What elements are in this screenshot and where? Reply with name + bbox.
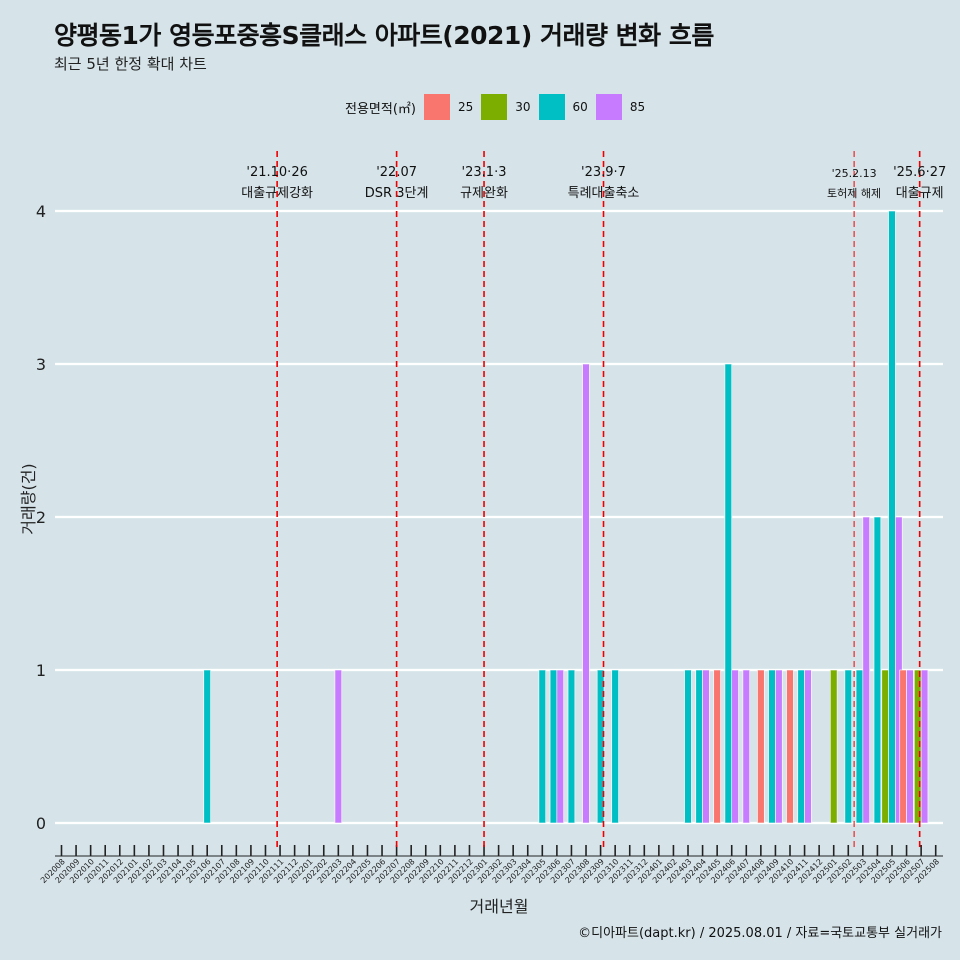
legend-item-85: 85 — [595, 94, 646, 120]
y-tick-label: 4 — [36, 202, 46, 221]
event-text-label-2: 규제완화 — [460, 186, 508, 201]
event-date-label-5: '25.6·27 — [893, 165, 946, 180]
bar-202411-85 — [804, 669, 812, 824]
bar-202306-60 — [549, 669, 558, 824]
legend-title: 전용면적(㎡) — [345, 101, 416, 117]
bar-202308-85 — [582, 363, 590, 824]
legend: 전용면적(㎡) 25 30 60 85 — [345, 93, 653, 121]
legend-swatch-60 — [538, 94, 565, 120]
source-caption: ©디아파트(dapt.kr) / 2025.08.01 / 자료=국토교통부 실… — [578, 926, 942, 941]
y-tick-label: 1 — [36, 661, 46, 680]
bar-202307-60 — [567, 669, 576, 824]
bar-202503-60 — [855, 669, 864, 824]
event-text-label-4: 토허제 해제 — [827, 186, 881, 200]
event-text-label-5: 대출규제 — [896, 186, 944, 201]
bar-202405-25 — [713, 669, 721, 824]
bar-202506-25 — [899, 669, 907, 824]
legend-label-25: 25 — [457, 100, 474, 114]
legend-item-60: 60 — [538, 94, 588, 120]
legend-label-30: 30 — [515, 100, 531, 114]
bar-202501-30 — [830, 669, 838, 824]
bar-202403-60 — [684, 669, 692, 824]
chart-title: 양평동1가 영등포중흥S클래스 아파트(2021) 거래량 변화 흐름 — [54, 21, 714, 50]
bar-202408-25 — [757, 669, 765, 824]
bar-202409-60 — [768, 669, 776, 824]
bar-202404-60 — [695, 669, 703, 824]
y-tick-label: 3 — [36, 355, 46, 374]
x-axis-label: 거래년월 — [470, 897, 529, 916]
event-text-label-0: 대출규제강화 — [241, 186, 313, 201]
chart-subtitle: 최근 5년 한정 확대 차트 — [54, 55, 207, 73]
bar-202407-85 — [742, 669, 750, 824]
event-text-label-3: 특례대출축소 — [568, 186, 640, 201]
event-date-label-2: '23.1·3 — [462, 165, 507, 180]
bar-202305-60 — [538, 669, 547, 824]
bar-202502-60 — [844, 669, 852, 824]
bar-202406-85 — [731, 669, 739, 824]
event-date-label-1: '22.07 — [376, 165, 417, 180]
y-tick-label: 0 — [36, 814, 46, 833]
legend-label-60: 60 — [572, 100, 588, 114]
bar-202411-60 — [797, 669, 805, 824]
bar-202106-60 — [203, 669, 211, 824]
legend-swatch-30 — [481, 94, 508, 120]
legend-item-30: 30 — [481, 94, 531, 120]
legend-item-25: 25 — [423, 94, 474, 120]
event-date-label-0: '21.10·26 — [246, 165, 307, 180]
bar-202410-25 — [786, 669, 794, 824]
y-axis-label: 거래량(건) — [19, 463, 38, 534]
event-text-label-1: DSR 3단계 — [365, 186, 429, 201]
legend-label-85: 85 — [629, 100, 646, 114]
legend-swatch-25 — [423, 94, 450, 120]
bar-202505-30 — [881, 669, 889, 824]
event-date-label-3: '23.9·7 — [581, 165, 626, 180]
y-tick-label: 2 — [36, 508, 46, 527]
bar-202310-60 — [611, 669, 619, 824]
bar-202503-85 — [862, 516, 870, 824]
bar-202504-60 — [873, 516, 882, 824]
legend-swatch-85 — [595, 94, 622, 120]
bar-202203-85 — [334, 669, 343, 824]
event-date-label-4: '25.2.13 — [832, 167, 877, 180]
bar-202506-85 — [906, 669, 914, 824]
bar-202505-60 — [888, 210, 896, 824]
bar-202409-85 — [775, 669, 783, 824]
bar-202306-85 — [556, 669, 564, 824]
bar-202404-85 — [702, 669, 710, 824]
bar-202507-85 — [920, 669, 929, 824]
bar-202406-60 — [724, 363, 733, 824]
